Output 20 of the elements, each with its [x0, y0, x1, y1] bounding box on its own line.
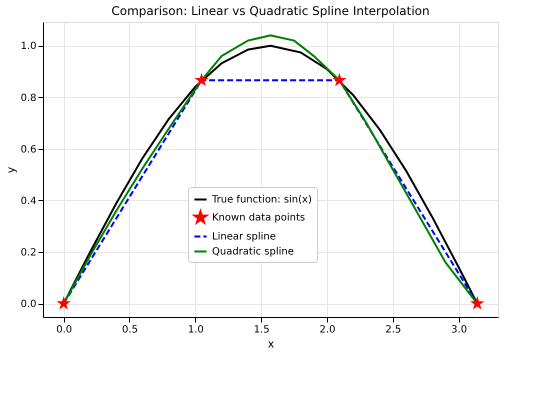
- y-tick-label: 0.4: [20, 196, 36, 207]
- x-tick-label: 2.5: [385, 324, 402, 336]
- x-tick-label: 3.0: [451, 324, 468, 336]
- legend-label: Known data points: [212, 212, 306, 224]
- x-tick-label: 2.0: [320, 324, 336, 336]
- y-tick-label: 0.8: [20, 92, 36, 104]
- y-tick-label: 1.0: [20, 41, 36, 52]
- x-tick-label: 1.0: [188, 324, 204, 336]
- x-tick-label: 0.5: [122, 324, 138, 336]
- x-tick-label: 1.5: [254, 324, 270, 336]
- x-tick-label: 0.0: [56, 324, 72, 336]
- chart-title: Comparison: Linear vs Quadratic Spline Interpolation: [111, 4, 430, 18]
- y-tick-label: 0.2: [20, 248, 36, 259]
- y-axis-title: y: [4, 166, 18, 174]
- y-tick-label: 0.6: [20, 144, 36, 156]
- y-tick-label: 0.0: [20, 299, 36, 310]
- legend-label: True function: sin(x): [211, 194, 312, 206]
- legend-label: Quadratic spline: [212, 246, 294, 258]
- legend-label: Linear spline: [212, 232, 276, 242]
- x-axis-title: x: [268, 338, 275, 350]
